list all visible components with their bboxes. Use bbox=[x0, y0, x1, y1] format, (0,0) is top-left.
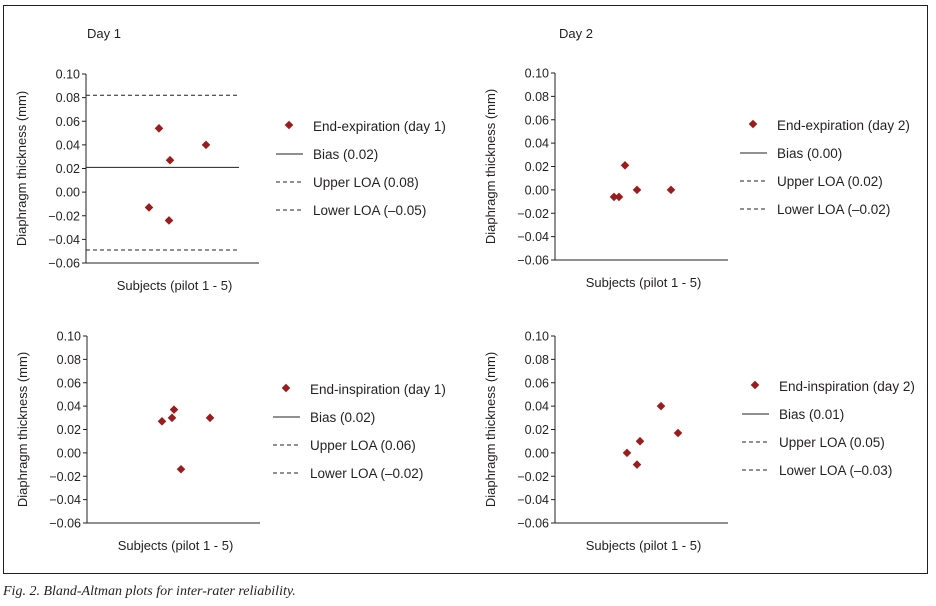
y-tick-label: −0.04 bbox=[517, 230, 549, 244]
legend-label: Bias (0.01) bbox=[779, 407, 844, 422]
y-tick-label: −0.02 bbox=[48, 209, 80, 223]
data-point bbox=[656, 401, 666, 411]
data-point bbox=[614, 192, 624, 202]
legend-label: Lower LOA (–0.02) bbox=[777, 202, 890, 217]
panel-title: Day 2 bbox=[559, 26, 593, 41]
data-point bbox=[666, 185, 676, 195]
y-tick-label: 0.00 bbox=[57, 446, 81, 460]
y-tick-label: 0.02 bbox=[57, 423, 81, 437]
y-tick-label: 0.08 bbox=[57, 353, 81, 367]
data-point bbox=[201, 140, 211, 150]
legend-marker-icon bbox=[748, 119, 758, 129]
y-tick-label: −0.06 bbox=[49, 517, 81, 531]
figure-frame bbox=[3, 5, 928, 574]
data-point bbox=[632, 460, 642, 469]
legend-marker-icon bbox=[284, 120, 294, 130]
y-tick-label: −0.06 bbox=[48, 257, 80, 271]
legend-marker-icon bbox=[281, 383, 291, 393]
x-axis-label: Subjects (pilot 1 - 5) bbox=[118, 538, 234, 553]
data-point bbox=[205, 413, 215, 423]
data-point bbox=[157, 417, 167, 426]
data-point bbox=[176, 464, 186, 474]
legend-label: Bias (0.02) bbox=[313, 147, 378, 162]
legend-label: Upper LOA (0.02) bbox=[777, 174, 883, 189]
data-point bbox=[673, 428, 683, 438]
y-tick-label: −0.04 bbox=[49, 493, 81, 507]
y-tick-label: 0.10 bbox=[56, 68, 80, 82]
y-tick-label: 0.06 bbox=[57, 376, 81, 390]
y-axis-label: Diaphragm thickness (mm) bbox=[483, 89, 498, 244]
legend-label: End-expiration (day 2) bbox=[777, 118, 910, 133]
chart-panel-bottom-left: 0.10 0.08 0.06 0.04 0.02 0.00 −0.02 −0.04 −0.06 D… bbox=[15, 330, 446, 554]
chart-panel-bottom-right: 0.10 0.08 0.06 0.04 0.02 0.00 −0.02 −0.04 −0.06 D… bbox=[483, 330, 915, 554]
legend-label: End-inspiration (day 2) bbox=[779, 379, 915, 394]
data-point bbox=[144, 203, 154, 212]
legend-label: End-expiration (day 1) bbox=[313, 119, 446, 134]
y-tick-label: 0.10 bbox=[525, 330, 549, 344]
x-axis-label: Subjects (pilot 1 - 5) bbox=[586, 538, 702, 553]
data-point bbox=[167, 413, 177, 423]
y-tick-label: 0.00 bbox=[56, 186, 80, 200]
data-point bbox=[154, 124, 164, 133]
y-tick-label: 0.04 bbox=[56, 138, 80, 152]
y-tick-label: 0.04 bbox=[525, 137, 549, 151]
y-tick-label: 0.04 bbox=[57, 400, 81, 414]
y-tick-label: 0.06 bbox=[56, 115, 80, 129]
chart-panel-top-right: Day 2 0.10 0.08 0.06 0.04 0.02 0.00 −0.02 −0.04 −… bbox=[483, 26, 910, 290]
data-point bbox=[622, 448, 632, 458]
legend-label: Upper LOA (0.05) bbox=[779, 435, 885, 450]
data-point bbox=[620, 161, 630, 170]
y-tick-label: 0.04 bbox=[525, 400, 549, 414]
y-tick-label: −0.04 bbox=[48, 233, 80, 247]
data-point bbox=[164, 216, 174, 225]
y-tick-label: −0.06 bbox=[517, 517, 549, 531]
y-tick-label: 0.06 bbox=[525, 376, 549, 390]
figure-caption: Fig. 2. Bland-Altman plots for inter-rat… bbox=[3, 584, 296, 599]
legend-label: Lower LOA (–0.05) bbox=[313, 203, 426, 218]
y-axis-label: Diaphragm thickness (mm) bbox=[483, 352, 498, 507]
x-axis-label: Subjects (pilot 1 - 5) bbox=[586, 275, 702, 290]
legend-label: Lower LOA (–0.03) bbox=[779, 463, 892, 478]
legend-label: Upper LOA (0.08) bbox=[313, 175, 419, 190]
legend-label: Bias (0.02) bbox=[310, 410, 375, 425]
y-tick-label: 0.02 bbox=[56, 162, 80, 176]
data-point bbox=[635, 436, 645, 446]
x-axis-label: Subjects (pilot 1 - 5) bbox=[117, 278, 233, 293]
y-tick-label: 0.08 bbox=[525, 90, 549, 104]
y-tick-label: −0.02 bbox=[49, 470, 81, 484]
y-tick-label: 0.02 bbox=[525, 423, 549, 437]
legend-label: Bias (0.00) bbox=[777, 146, 842, 161]
y-tick-label: 0.08 bbox=[525, 353, 549, 367]
legend-label: End-inspiration (day 1) bbox=[310, 382, 446, 397]
y-tick-label: −0.02 bbox=[517, 207, 549, 221]
panel-title: Day 1 bbox=[87, 26, 121, 41]
data-point bbox=[609, 192, 619, 202]
y-tick-label: −0.04 bbox=[517, 493, 549, 507]
y-tick-label: 0.00 bbox=[525, 183, 549, 197]
y-tick-label: 0.00 bbox=[525, 446, 549, 460]
data-point bbox=[632, 185, 642, 195]
legend-marker-icon bbox=[750, 380, 760, 390]
legend-label: Lower LOA (–0.02) bbox=[310, 466, 423, 481]
y-tick-label: 0.06 bbox=[525, 113, 549, 127]
y-tick-label: 0.10 bbox=[57, 330, 81, 344]
y-axis-label: Diaphragm thickness (mm) bbox=[14, 91, 29, 246]
legend-label: Upper LOA (0.06) bbox=[310, 438, 416, 453]
y-tick-label: 0.10 bbox=[525, 67, 549, 81]
y-tick-label: 0.02 bbox=[525, 160, 549, 174]
y-tick-label: −0.06 bbox=[517, 254, 549, 268]
chart-panel-top-left: Day 1 0.10 0.08 0.06 0.04 0.02 0.00 −0.02 −0.04 −… bbox=[14, 26, 446, 293]
y-axis-label: Diaphragm thickness (mm) bbox=[15, 352, 30, 507]
y-tick-label: −0.02 bbox=[517, 470, 549, 484]
data-point bbox=[169, 405, 179, 414]
y-tick-label: 0.08 bbox=[56, 91, 80, 105]
data-point bbox=[165, 155, 175, 165]
